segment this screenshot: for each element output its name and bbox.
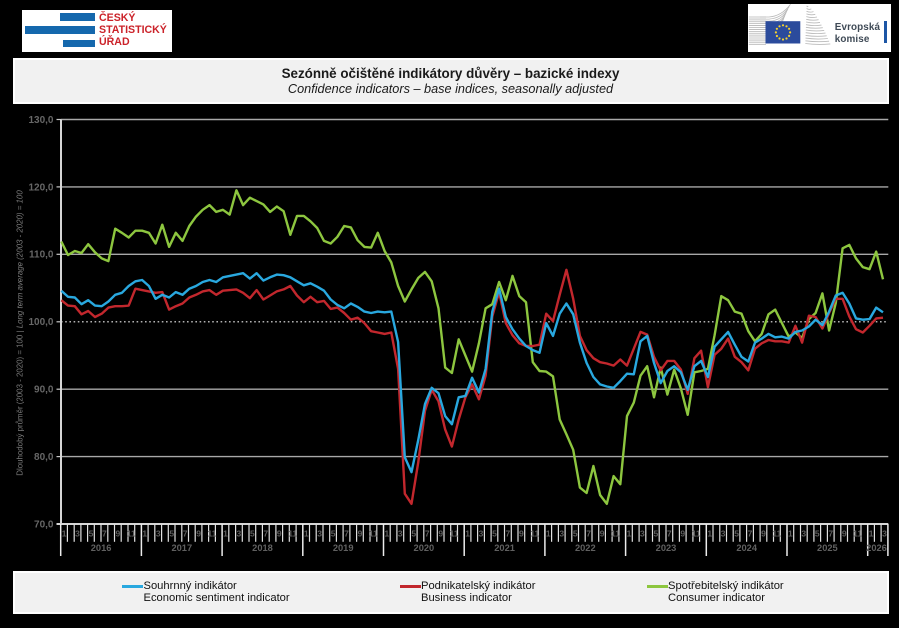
- svg-text:7: 7: [183, 529, 188, 539]
- svg-text:1: 1: [788, 529, 793, 539]
- svg-text:5: 5: [573, 529, 578, 539]
- svg-text:5: 5: [734, 529, 739, 539]
- svg-text:11: 11: [772, 529, 781, 539]
- svg-text:2016: 2016: [91, 543, 112, 553]
- svg-text:7: 7: [425, 529, 430, 539]
- svg-text:5: 5: [815, 529, 820, 539]
- svg-text:7: 7: [263, 529, 268, 539]
- svg-text:1: 1: [385, 529, 390, 539]
- svg-text:5: 5: [492, 529, 497, 539]
- svg-text:7: 7: [748, 529, 753, 539]
- svg-text:5: 5: [250, 529, 255, 539]
- svg-text:7: 7: [506, 529, 511, 539]
- svg-text:1: 1: [546, 529, 551, 539]
- svg-text:70,0: 70,0: [34, 519, 54, 530]
- svg-text:9: 9: [680, 529, 685, 539]
- svg-text:3: 3: [237, 529, 242, 539]
- svg-text:11: 11: [530, 529, 539, 539]
- svg-text:3: 3: [479, 529, 484, 539]
- svg-text:11: 11: [853, 529, 862, 539]
- svg-text:5: 5: [331, 529, 336, 539]
- svg-text:5: 5: [89, 529, 94, 539]
- svg-text:5: 5: [654, 529, 659, 539]
- svg-text:100,0: 100,0: [28, 317, 53, 328]
- svg-text:5: 5: [169, 529, 174, 539]
- svg-text:7: 7: [667, 529, 672, 539]
- svg-text:11: 11: [450, 529, 459, 539]
- svg-text:1: 1: [627, 529, 632, 539]
- svg-text:11: 11: [127, 529, 136, 539]
- svg-text:2018: 2018: [252, 543, 273, 553]
- svg-text:3: 3: [801, 529, 806, 539]
- svg-text:2019: 2019: [333, 543, 354, 553]
- svg-text:11: 11: [611, 529, 620, 539]
- svg-text:1: 1: [304, 529, 309, 539]
- svg-text:3: 3: [317, 529, 322, 539]
- svg-text:11: 11: [369, 529, 378, 539]
- svg-text:7: 7: [586, 529, 591, 539]
- svg-text:3: 3: [398, 529, 403, 539]
- svg-text:9: 9: [600, 529, 605, 539]
- svg-text:11: 11: [208, 529, 217, 539]
- svg-text:1: 1: [62, 529, 67, 539]
- svg-text:3: 3: [640, 529, 645, 539]
- svg-text:3: 3: [156, 529, 161, 539]
- svg-text:3: 3: [559, 529, 564, 539]
- svg-text:110,0: 110,0: [29, 250, 54, 261]
- svg-text:9: 9: [277, 529, 282, 539]
- svg-text:1: 1: [869, 529, 874, 539]
- svg-text:2017: 2017: [171, 543, 192, 553]
- svg-text:9: 9: [358, 529, 363, 539]
- svg-text:2020: 2020: [414, 543, 435, 553]
- svg-text:3: 3: [882, 529, 887, 539]
- svg-text:1: 1: [223, 529, 228, 539]
- svg-text:7: 7: [828, 529, 833, 539]
- svg-text:11: 11: [692, 529, 701, 539]
- svg-text:2022: 2022: [575, 543, 596, 553]
- svg-text:2024: 2024: [736, 543, 758, 553]
- svg-text:9: 9: [842, 529, 847, 539]
- svg-text:2025: 2025: [817, 543, 838, 553]
- svg-text:2023: 2023: [656, 543, 677, 553]
- svg-text:5: 5: [411, 529, 416, 539]
- svg-text:1: 1: [465, 529, 470, 539]
- svg-text:2026: 2026: [866, 543, 887, 553]
- svg-text:7: 7: [344, 529, 349, 539]
- svg-text:1: 1: [142, 529, 147, 539]
- svg-text:1: 1: [707, 529, 712, 539]
- svg-text:9: 9: [196, 529, 201, 539]
- svg-text:80,0: 80,0: [34, 452, 54, 463]
- svg-text:9: 9: [519, 529, 524, 539]
- svg-text:Dlouhodobý průměr (2003 - 2020: Dlouhodobý průměr (2003 - 2020) = 100 | …: [16, 190, 25, 476]
- svg-text:9: 9: [761, 529, 766, 539]
- svg-text:2021: 2021: [494, 543, 515, 553]
- svg-text:130,0: 130,0: [28, 115, 53, 126]
- svg-text:120,0: 120,0: [28, 182, 53, 193]
- svg-text:11: 11: [288, 529, 297, 539]
- svg-text:7: 7: [102, 529, 107, 539]
- svg-text:3: 3: [75, 529, 80, 539]
- svg-text:9: 9: [438, 529, 443, 539]
- svg-text:3: 3: [721, 529, 726, 539]
- svg-text:9: 9: [116, 529, 121, 539]
- svg-text:90,0: 90,0: [34, 385, 54, 396]
